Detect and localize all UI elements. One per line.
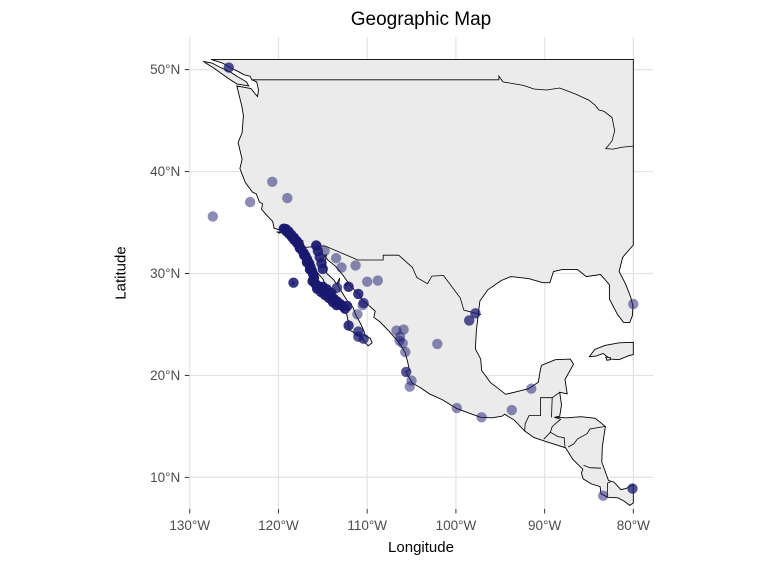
data-point [343, 320, 354, 331]
data-point [362, 276, 373, 287]
data-point [288, 277, 299, 288]
x-tick-label: 130°W [169, 518, 210, 533]
data-point [372, 275, 383, 286]
data-point [352, 309, 363, 320]
data-points [207, 62, 639, 501]
data-point [358, 297, 369, 309]
data-point [304, 264, 316, 275]
data-point [353, 288, 364, 300]
basemap [202, 58, 634, 506]
data-point [451, 402, 462, 414]
country-border [303, 245, 482, 315]
land-polygon [605, 356, 611, 361]
y-tick-label: 10°N [150, 470, 180, 485]
data-point [432, 338, 443, 350]
y-axis-title: Latitude [112, 246, 130, 300]
data-point [223, 62, 234, 73]
y-tick-label: 50°N [150, 62, 180, 77]
data-point [330, 253, 342, 264]
data-point [336, 262, 347, 273]
data-point [282, 192, 293, 204]
data-point [207, 211, 218, 222]
data-point [331, 299, 342, 311]
x-axis-title: Longitude [388, 539, 454, 556]
land-polygon [588, 341, 634, 361]
data-point [470, 308, 481, 319]
x-tick-label: 110°W [347, 518, 387, 533]
data-point [350, 260, 361, 271]
country-border [567, 426, 606, 448]
country-border [606, 481, 611, 498]
data-point [526, 383, 537, 394]
plot-title: Geographic Map [350, 9, 492, 30]
data-point [317, 263, 328, 275]
y-tick-label: 20°N [150, 368, 180, 383]
country-border [583, 464, 602, 469]
data-point [358, 333, 369, 344]
x-tick-label: 80°W [617, 518, 650, 533]
data-point [506, 404, 517, 416]
data-point [343, 281, 354, 292]
y-tick-label: 40°N [150, 164, 180, 179]
country-border [251, 74, 634, 150]
land-polygon [210, 58, 634, 506]
data-point [394, 331, 406, 342]
axes: 130°W 120°W 110°W 100°W 90°W 80°W 10°N 20°N 30°N… [150, 62, 650, 533]
country-border [551, 391, 560, 399]
y-tick-label: 30°N [150, 266, 180, 281]
data-point [598, 490, 609, 501]
data-point [476, 412, 487, 423]
x-tick-label: 120°W [258, 518, 299, 533]
x-tick-label: 100°W [436, 518, 477, 533]
data-point [628, 298, 639, 310]
data-point [326, 287, 337, 299]
data-point [401, 366, 412, 378]
data-point [267, 176, 278, 187]
data-point [400, 346, 411, 358]
data-point [244, 196, 256, 208]
country-border [550, 431, 566, 447]
x-tick-label: 90°W [528, 518, 561, 533]
data-point [404, 381, 415, 392]
land-polygon [202, 60, 250, 87]
data-point [464, 315, 475, 326]
data-point [627, 483, 638, 494]
country-border [543, 416, 562, 440]
